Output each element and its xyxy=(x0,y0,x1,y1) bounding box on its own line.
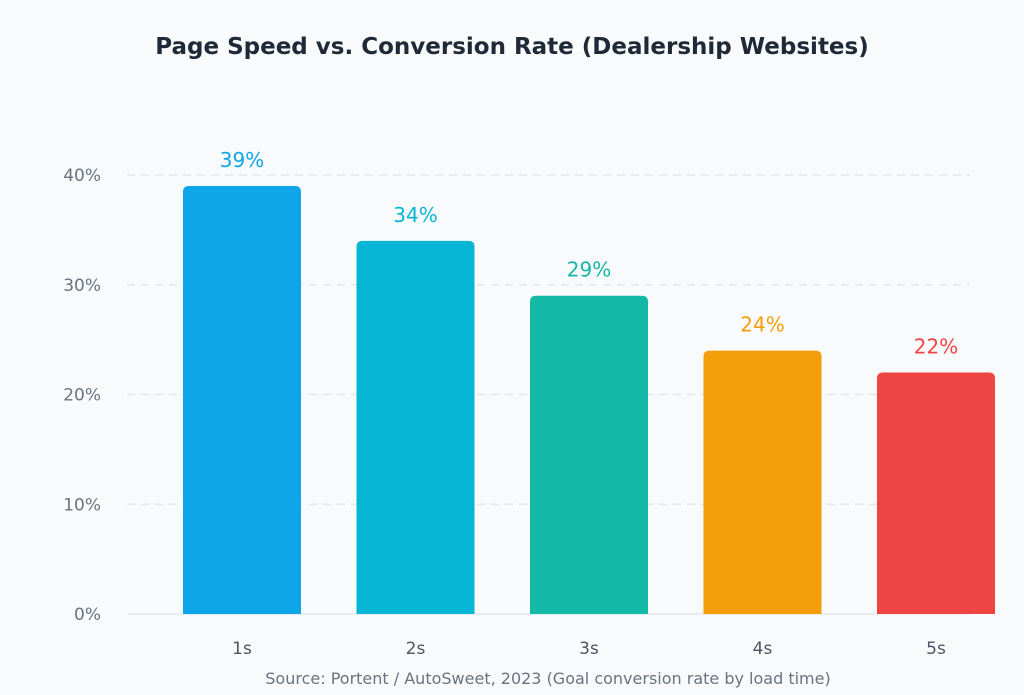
data-label: 34% xyxy=(393,203,437,227)
chart-title: Page Speed vs. Conversion Rate (Dealersh… xyxy=(155,34,868,60)
data-label: 39% xyxy=(220,148,264,172)
bars: 39% 34% 29% 24% 22% xyxy=(183,148,995,614)
x-tick-label: 4s xyxy=(753,639,773,659)
source-note: Source: Portent / AutoSweet, 2023 (Goal … xyxy=(265,669,830,688)
y-tick-label: 0% xyxy=(74,605,101,625)
y-tick-label: 30% xyxy=(63,276,101,296)
bar-2s xyxy=(356,240,475,614)
data-label: 22% xyxy=(914,335,958,359)
x-tick-label: 2s xyxy=(406,639,426,659)
x-tick-label: 3s xyxy=(579,639,599,659)
data-label: 24% xyxy=(740,313,784,337)
y-tick-label: 40% xyxy=(63,166,101,186)
y-tick-label: 10% xyxy=(63,495,101,515)
x-axis: 1s 2s 3s 4s 5s xyxy=(232,639,946,659)
x-tick-label: 1s xyxy=(232,639,252,659)
y-axis: 0% 10% 20% 30% 40% xyxy=(63,166,101,625)
bar-3s xyxy=(530,295,648,614)
bar-4s xyxy=(703,350,822,614)
data-label: 29% xyxy=(567,258,611,282)
bar-5s xyxy=(877,372,995,614)
x-tick-label: 5s xyxy=(926,639,946,659)
bar-1s xyxy=(183,185,301,614)
y-tick-label: 20% xyxy=(63,386,101,406)
